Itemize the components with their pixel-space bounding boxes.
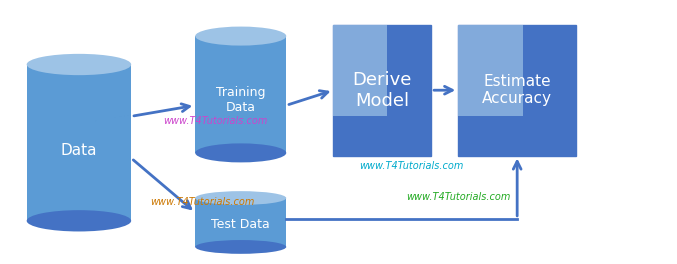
Bar — [195, 36, 286, 153]
FancyBboxPatch shape — [334, 25, 431, 155]
Ellipse shape — [195, 143, 286, 162]
Text: Training
Data: Training Data — [216, 86, 265, 114]
Text: www.T4Tutorials.com: www.T4Tutorials.com — [163, 116, 267, 126]
Bar — [26, 64, 131, 221]
Text: www.T4Tutorials.com: www.T4Tutorials.com — [150, 197, 254, 207]
Ellipse shape — [195, 27, 286, 46]
Bar — [195, 198, 286, 247]
Text: www.T4Tutorials.com: www.T4Tutorials.com — [359, 161, 463, 171]
Ellipse shape — [26, 210, 131, 232]
Text: Data: Data — [61, 143, 97, 158]
Ellipse shape — [195, 240, 286, 254]
Ellipse shape — [195, 191, 286, 205]
FancyBboxPatch shape — [458, 25, 523, 116]
Ellipse shape — [26, 54, 131, 75]
FancyBboxPatch shape — [458, 25, 576, 155]
FancyBboxPatch shape — [334, 25, 387, 116]
Text: www.T4Tutorials.com: www.T4Tutorials.com — [406, 192, 510, 202]
Text: Derive
Model: Derive Model — [353, 71, 412, 110]
Text: Estimate
Accuracy: Estimate Accuracy — [482, 74, 552, 106]
Text: Test Data: Test Data — [211, 218, 270, 232]
